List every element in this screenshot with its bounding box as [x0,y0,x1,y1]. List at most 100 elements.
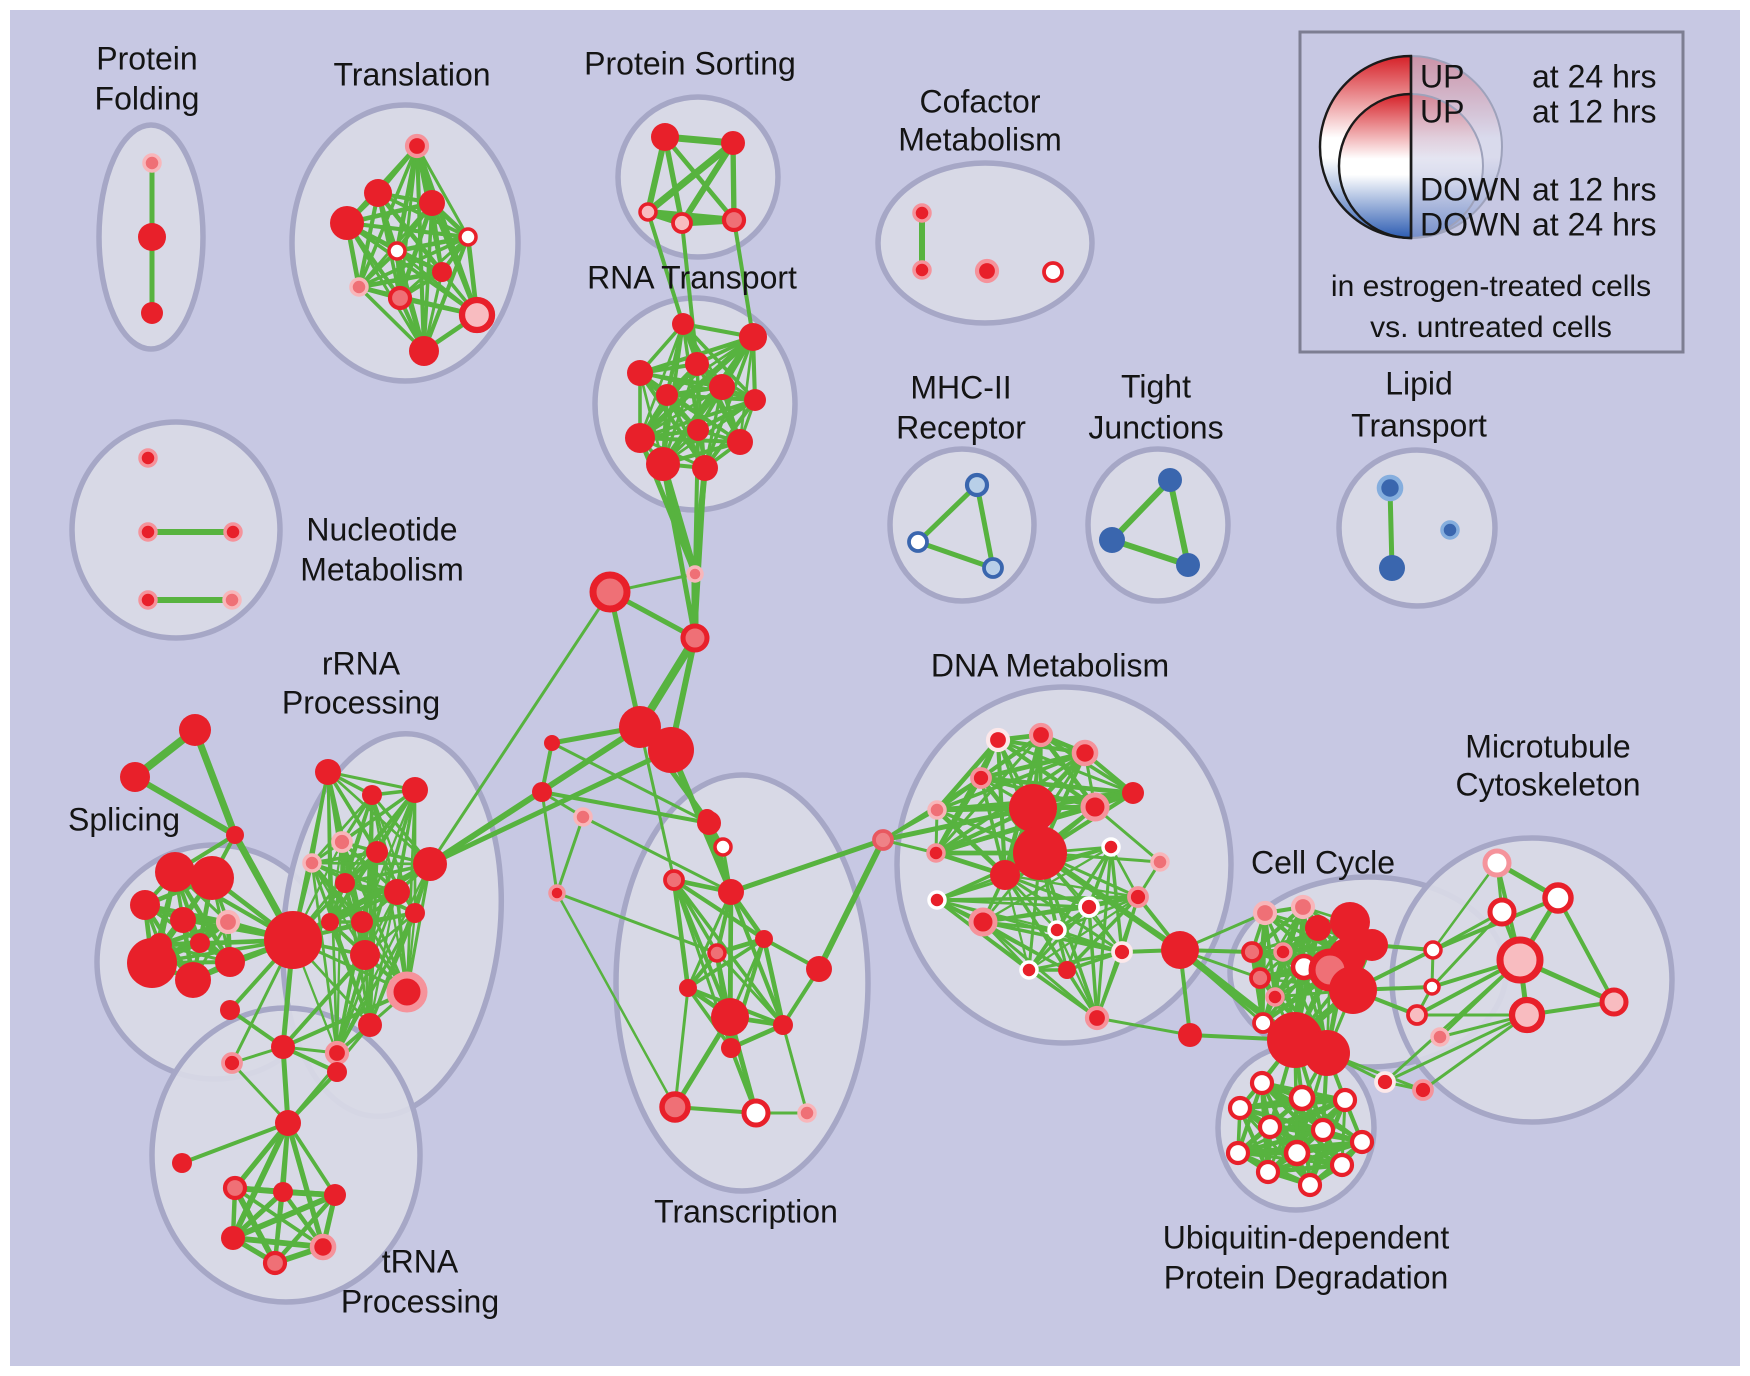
network-node-18-rmp [721,207,747,233]
network-node-41-rp [138,522,158,542]
clique-rrna-edge [405,788,417,994]
clique-dna-lower-edge [981,920,1069,972]
network-node-94-rp [309,1233,337,1261]
network-node-43-rp [138,590,158,610]
network-edge [607,589,643,730]
network-node-23-r [672,313,694,335]
clique-trna-hexagon-edge [285,1120,326,1250]
cluster-rrna-processing-label: rRNA [322,645,401,681]
network-edge [132,774,238,838]
legend-row-2-time: at 12 hrs [1532,171,1657,207]
cluster-protein-folding-label: Protein [96,40,197,76]
network-node-119-rp [970,767,992,789]
network-node-53-lb [1440,520,1460,540]
network-node-32-r [727,429,753,455]
cluster-cofactor-metabolism-label: Metabolism [898,121,1062,157]
clique-trna-hexagon-edge [232,1185,278,1266]
network-node-112-rw [741,1098,771,1128]
clique-translation-edge [421,234,471,354]
clique-protein-sorting-edge [662,134,737,223]
clique-protein-sorting-edge [730,140,737,223]
clique-rna-transport-edge [738,335,755,444]
network-node-31-r [625,423,655,453]
network-node-63-r [190,933,210,953]
clique-dna-lower-edge [935,898,1091,909]
network-node-91-r [273,1182,293,1202]
cluster-mhc-ii-receptor-label: Receptor [896,409,1026,445]
cluster-labels: Protein Folding Translation Protein Sorting… [68,40,1641,1319]
network-node-131-rp [968,907,998,937]
network-node-177-rw [1255,1159,1281,1185]
network-node-148-r [1330,902,1370,942]
cluster-protein-sorting-label: Protein Sorting [584,45,796,81]
network-node-162-pkw [1482,848,1512,878]
network-edge [1037,850,1183,953]
network-edge [427,747,674,867]
legend-row-1-time: at 12 hrs [1532,93,1657,129]
network-node-70-r [402,777,428,803]
network-node-137-rp [1084,1005,1110,1031]
clique-ubiquitin-edge [1265,1139,1365,1175]
clique-transcription-edge [671,877,691,991]
network-node-8-rw [387,241,407,261]
network-edge [428,590,612,866]
network-node-83-rp [324,1040,350,1066]
cluster-ubiquitin-dependent-protein-degradation-label: Ubiquitin-dependent [1163,1219,1450,1255]
network-node-36-rmp [589,571,631,613]
network-edge [180,1121,290,1165]
network-node-126-r [990,860,1020,890]
network-node-58-r [190,856,234,900]
network-node-42-rp [223,522,243,542]
network-node-147-r [1305,915,1331,941]
clique-rrna-edge [335,862,432,1055]
network-node-172-rw [1257,1114,1283,1140]
network-node-98-pp [573,807,593,827]
network-node-151-r [1356,929,1388,961]
network-node-67-r [264,911,322,969]
cluster-ubiquitin-dependent-protein-degradation-label: Protein Degradation [1164,1259,1449,1295]
network-edge [732,218,755,339]
clique-rrna-edge [310,793,374,865]
clique-translation-edge [415,144,470,239]
network-node-138-r [1161,931,1199,969]
network-node-3-rp [404,133,430,159]
network-node-61-pp [215,909,241,935]
network-node-2-r [141,302,163,324]
network-node-115-p [872,829,894,851]
clique-rrna-edge [343,881,409,994]
clique-transcription-edge [715,951,785,1027]
network-node-92-r [324,1184,346,1206]
network-node-169-rw [1288,1084,1316,1112]
clique-ubiquitin-edge [1235,1127,1326,1156]
network-edge [281,953,367,1049]
network-node-110-r [721,1038,741,1058]
network-node-72-pp [302,853,322,873]
network-node-179-rw [1297,1172,1323,1198]
cluster-nucleotide-metabolism-label: Nucleotide [306,511,457,547]
network-node-178-rw [1329,1152,1355,1178]
cluster-tight-junctions-label: Junctions [1088,409,1223,445]
network-edge [581,815,733,894]
network-node-10-pp [349,277,369,297]
cluster-mhc-ii-receptor-ellipse [887,446,1037,604]
network-edge [915,539,996,571]
network-node-44-pp [222,590,242,610]
network-edge [230,1061,290,1125]
cluster-transcription-label: Transcription [654,1193,838,1229]
network-node-35-pp [686,565,704,583]
network-node-123-r [1009,784,1057,832]
cluster-microtubule-cytoskeleton-label: Cytoskeleton [1456,766,1641,802]
network-node-76-r [384,879,410,905]
clique-dna-lower-edge [1027,950,1124,972]
network-edge [1430,910,1504,989]
network-node-159-palr [1374,1071,1396,1093]
clique-translation-edge [429,200,480,318]
network-node-156-rw [1423,978,1441,996]
clique-dna-core-edge [978,750,1088,781]
network-node-4-r [364,179,392,207]
network-edge [680,221,699,366]
cluster-nucleotide-metabolism-label: Metabolism [300,551,464,587]
network-node-168-rw [1249,1070,1275,1096]
network-node-117-rp [1028,722,1054,748]
